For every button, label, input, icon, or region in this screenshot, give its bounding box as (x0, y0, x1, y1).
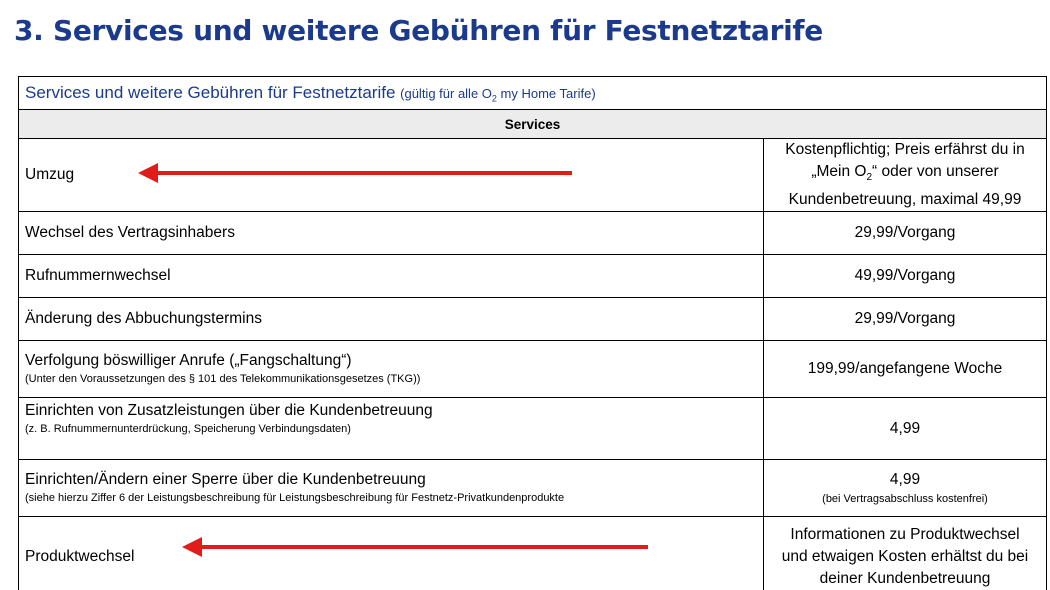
row-label: Wechsel des Vertragsinhabers (18, 211, 764, 256)
fees-table: Services und weitere Gebühren für Festne… (18, 76, 1047, 590)
row-value: 4,99 (763, 397, 1047, 461)
table-row: Änderung des Abbuchungstermins 29,99/Vor… (18, 297, 1047, 342)
row-value-cell: 4,99 (bei Vertragsabschluss kostenfrei) (763, 459, 1047, 518)
table-row: Verfolgung böswilliger Anrufe („Fangscha… (18, 340, 1047, 399)
row-label-cell: Einrichten von Zusatzleistungen über die… (18, 397, 764, 461)
table-row: Rufnummernwechsel 49,99/Vorgang (18, 254, 1047, 299)
section-header-row: Services (18, 109, 1047, 139)
row-note: (z. B. Rufnummernunterdrückung, Speicher… (25, 423, 351, 436)
row-value: 4,99 (889, 471, 921, 489)
arrow-head-icon (182, 537, 202, 557)
section-heading: 3. Services und weitere Gebühren für Fes… (14, 14, 823, 47)
section-header: Services (18, 109, 1047, 139)
row-label: Verfolgung böswilliger Anrufe („Fangscha… (25, 351, 352, 369)
row-value: 49,99/Vorgang (763, 254, 1047, 299)
row-note: (siehe hierzu Ziffer 6 der Leistungsbesc… (25, 491, 565, 504)
red-arrow-umzug (138, 163, 572, 183)
red-arrow-produktwechsel (182, 537, 648, 557)
row-note: (Unter den Voraussetzungen des § 101 des… (25, 372, 421, 385)
row-label-cell: Einrichten/Ändern einer Sperre über die … (18, 459, 764, 518)
table-row: Einrichten/Ändern einer Sperre über die … (18, 459, 1047, 518)
row-label: Produktwechsel (18, 516, 764, 590)
row-label: Einrichten von Zusatzleistungen über die… (25, 402, 433, 420)
arrow-head-icon (138, 163, 158, 183)
table-row: Wechsel des Vertragsinhabers 29,99/Vorga… (18, 211, 1047, 256)
table-title-note: (gültig für alle O2 my Home Tarife) (400, 85, 596, 104)
table-title-row: Services und weitere Gebühren für Festne… (18, 76, 1047, 110)
row-label: Einrichten/Ändern einer Sperre über die … (25, 470, 426, 488)
row-value: Informationen zu Produktwechsel und etwa… (763, 516, 1047, 590)
row-value: 199,99/angefangene Woche (763, 340, 1047, 399)
table-title-cell: Services und weitere Gebühren für Festne… (18, 76, 1047, 110)
row-value-note: (bei Vertragsabschluss kostenfrei) (822, 493, 988, 506)
row-label: Umzug (18, 137, 764, 213)
table-row: Einrichten von Zusatzleistungen über die… (18, 397, 1047, 461)
table-row: Umzug Kostenpflichtig; Preis erfährst du… (18, 137, 1047, 213)
row-label: Rufnummernwechsel (18, 254, 764, 299)
table-row: Produktwechsel Informationen zu Produktw… (18, 516, 1047, 590)
row-label-cell: Verfolgung böswilliger Anrufe („Fangscha… (18, 340, 764, 399)
table-title: Services und weitere Gebühren für Festne… (25, 82, 396, 102)
row-value: 29,99/Vorgang (763, 211, 1047, 256)
row-label: Änderung des Abbuchungstermins (18, 297, 764, 342)
row-value: Kostenpflichtig; Preis erfährst du in „M… (763, 137, 1047, 213)
row-value: 29,99/Vorgang (763, 297, 1047, 342)
